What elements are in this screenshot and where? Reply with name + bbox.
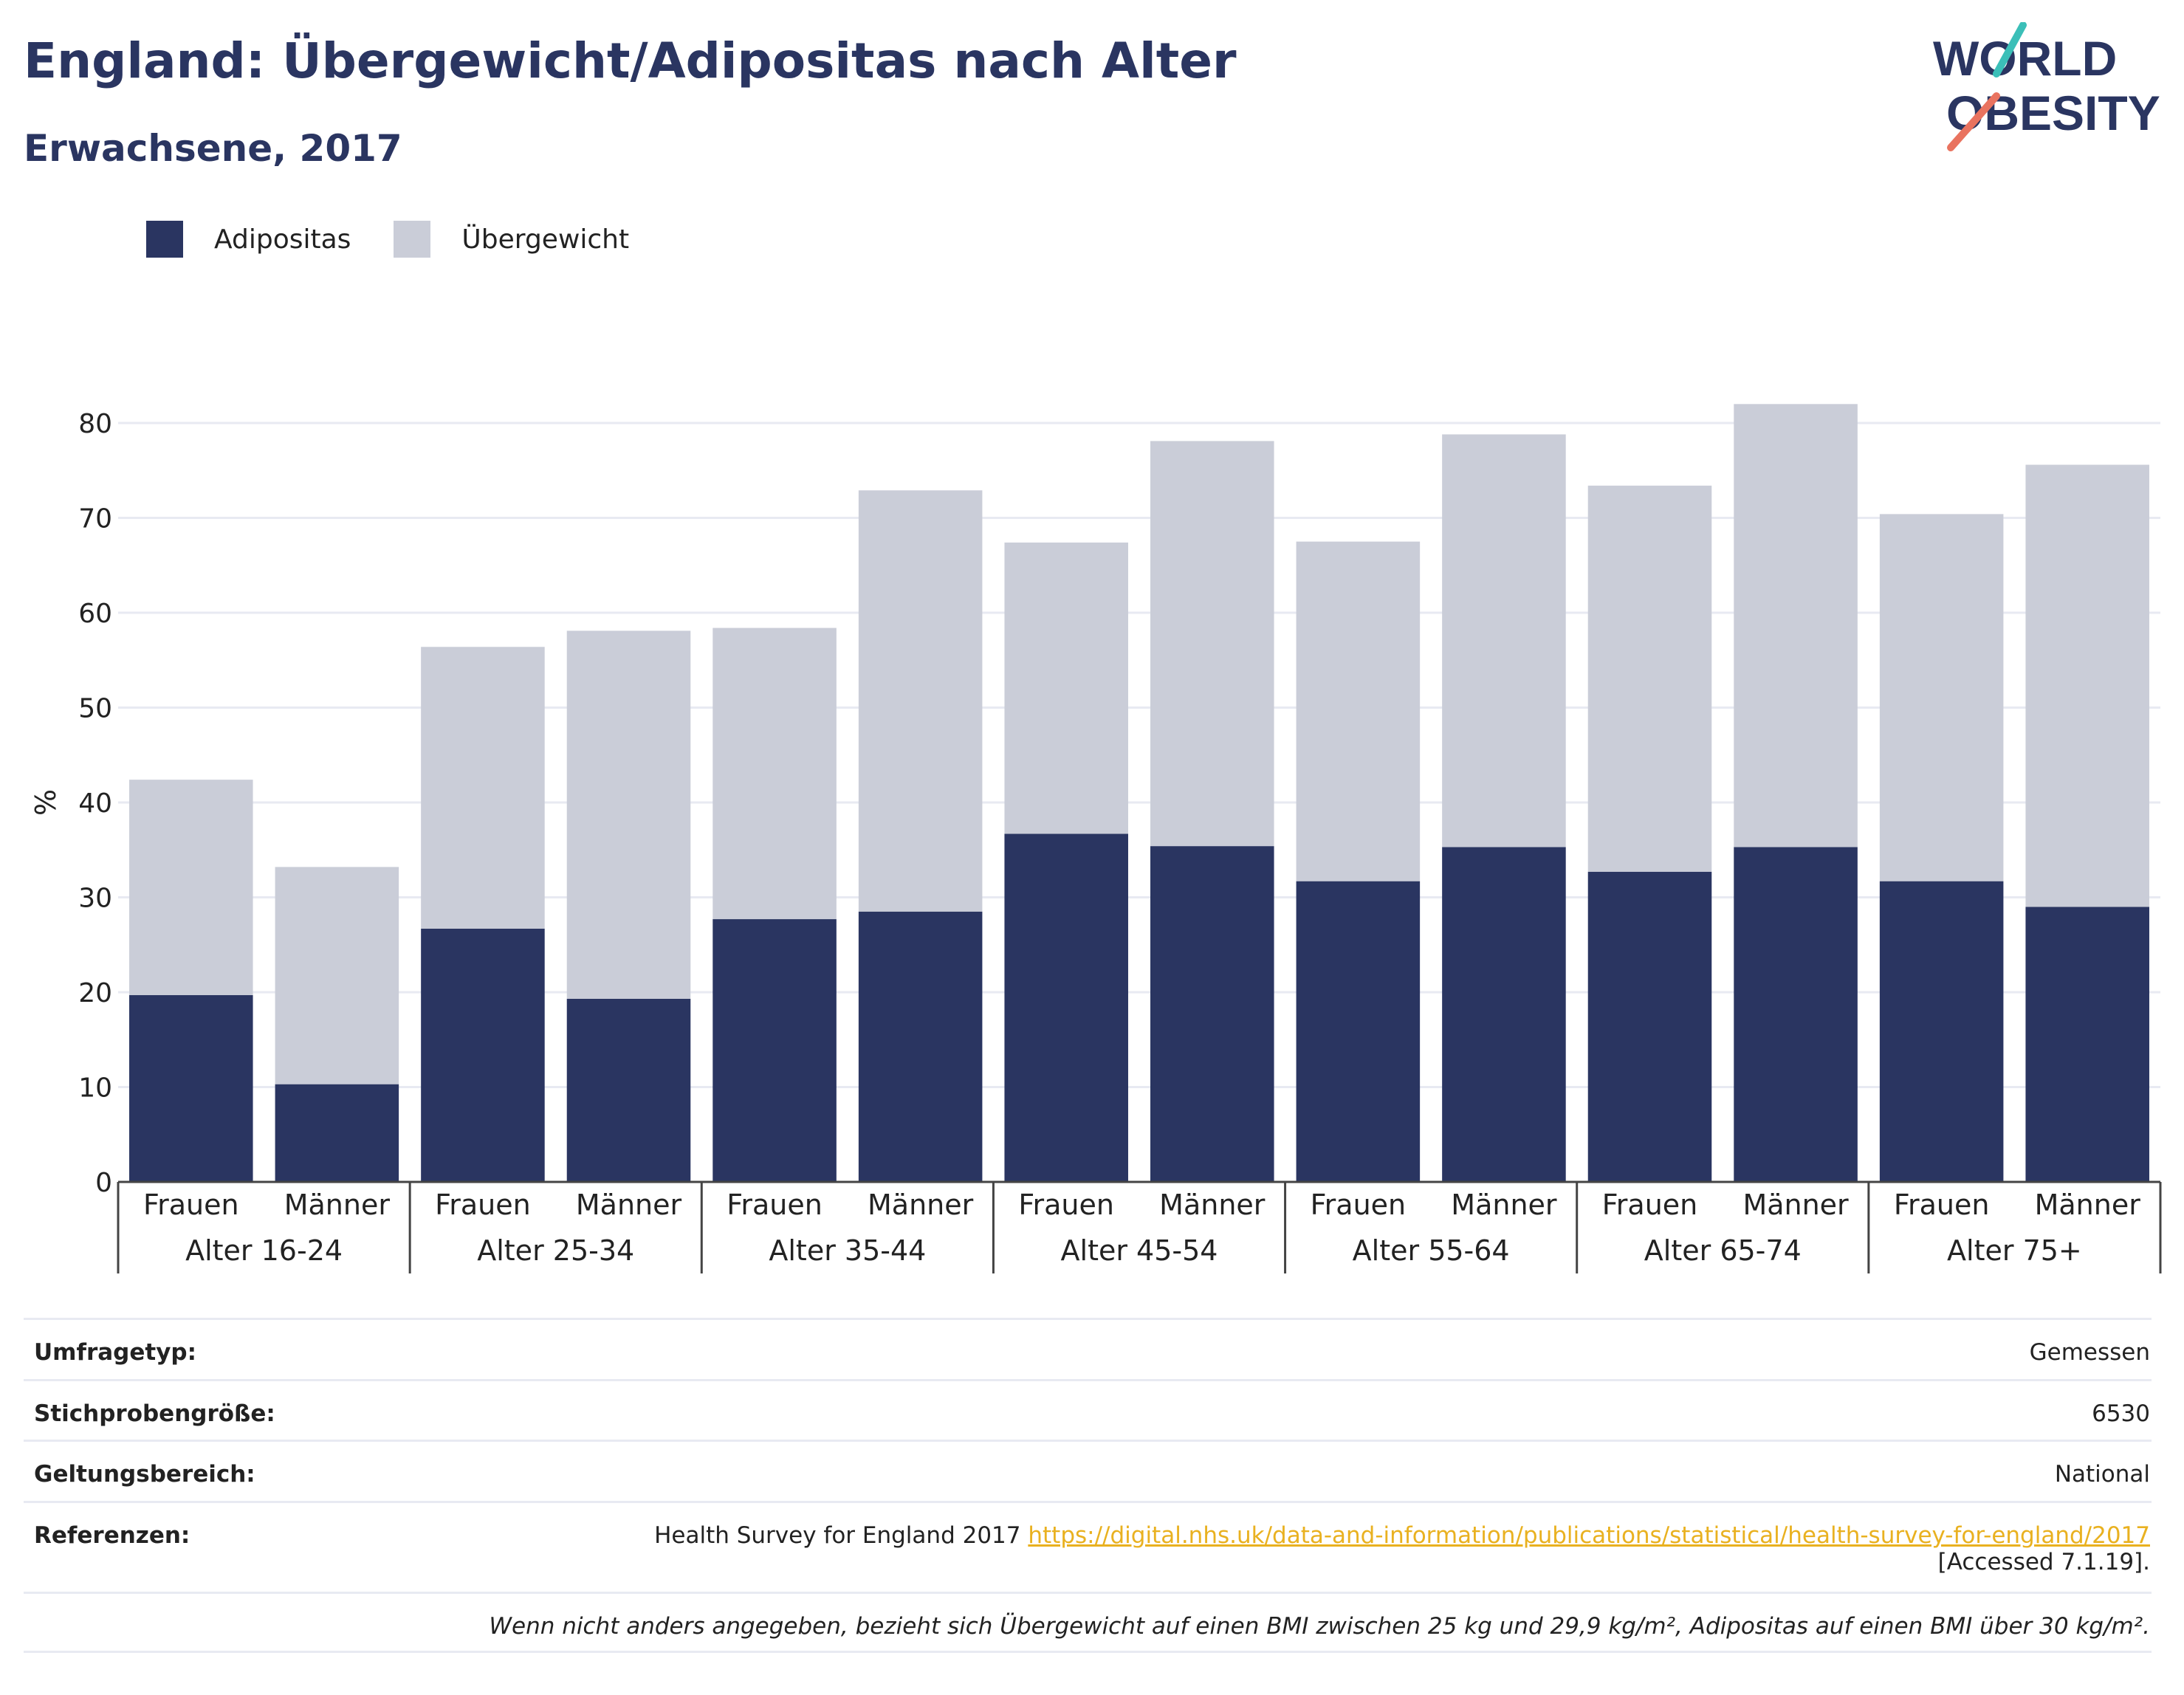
bar-adipositas bbox=[566, 998, 691, 1182]
bar-uebergewicht bbox=[2025, 464, 2149, 907]
bar-adipositas bbox=[712, 919, 837, 1182]
world-obesity-logo: WORLD OBESITY bbox=[1933, 22, 2160, 151]
chart-legend: Adipositas Übergewicht bbox=[146, 220, 672, 258]
bar-adipositas bbox=[129, 994, 253, 1182]
x-tick-label: Männer bbox=[2035, 1189, 2141, 1221]
logo-text-world: WORLD bbox=[1933, 31, 2117, 86]
bar-adipositas bbox=[275, 1084, 399, 1182]
sample-size-value: 6530 bbox=[2092, 1400, 2150, 1427]
x-tick-label: Frauen bbox=[1602, 1189, 1698, 1221]
bar-uebergewicht bbox=[1004, 542, 1128, 834]
bar-adipositas bbox=[1587, 871, 1712, 1182]
x-tick-label: Männer bbox=[284, 1189, 391, 1221]
legend-swatch-uebergewicht bbox=[394, 221, 431, 258]
y-axis-label: % bbox=[30, 789, 62, 816]
references-label: Referenzen: bbox=[34, 1522, 190, 1549]
bar-adipositas bbox=[1734, 847, 1858, 1182]
x-tick-label: Frauen bbox=[1018, 1189, 1114, 1221]
stacked-bar-chart: 0 10 20 30 40 50 60 70 80% Frauen Männer Frauen Männ… bbox=[30, 404, 2162, 1273]
x-tick-label: Männer bbox=[1742, 1189, 1849, 1221]
references-text: Health Survey for England 2017 bbox=[654, 1522, 1021, 1549]
group-label: Alter 75+ bbox=[1947, 1234, 2082, 1267]
meta-row-scope: Geltungsbereich: National bbox=[24, 1440, 2152, 1501]
footnote: Wenn nicht anders angegeben, bezieht sic… bbox=[489, 1613, 2150, 1640]
group-label: Alter 45-54 bbox=[1061, 1234, 1218, 1267]
y-tick-label: 80 bbox=[78, 409, 112, 439]
group-label: Alter 25-34 bbox=[477, 1234, 634, 1267]
x-tick-label: Frauen bbox=[1311, 1189, 1407, 1221]
legend-item-uebergewicht: Übergewicht bbox=[394, 221, 629, 258]
bar-adipositas bbox=[1296, 881, 1421, 1182]
bar-adipositas bbox=[1442, 847, 1566, 1182]
legend-label-uebergewicht: Übergewicht bbox=[461, 224, 630, 255]
bar-adipositas bbox=[1004, 833, 1128, 1182]
group-label: Alter 35-44 bbox=[769, 1234, 926, 1267]
x-tick-label: Frauen bbox=[1894, 1189, 1990, 1221]
bar-uebergewicht bbox=[566, 630, 691, 999]
meta-row-sample-size: Stichprobengröße: 6530 bbox=[24, 1379, 2152, 1440]
references-value: Health Survey for England 2017 https://d… bbox=[654, 1522, 2150, 1592]
logo-slash-teal bbox=[1993, 22, 2027, 78]
scope-value: National bbox=[2054, 1461, 2150, 1488]
bar-uebergewicht bbox=[275, 867, 399, 1084]
bar-uebergewicht bbox=[1442, 434, 1566, 848]
bar-adipositas bbox=[1879, 881, 2004, 1182]
scope-label: Geltungsbereich: bbox=[34, 1461, 255, 1488]
group-label: Alter 16-24 bbox=[185, 1234, 343, 1267]
bar-uebergewicht bbox=[858, 490, 983, 912]
bar-uebergewicht bbox=[1879, 514, 2004, 881]
meta-row-footnote: Wenn nicht anders angegeben, bezieht sic… bbox=[24, 1592, 2152, 1653]
bar-uebergewicht bbox=[1734, 404, 1858, 848]
y-tick-label: 50 bbox=[78, 694, 112, 724]
y-tick-label: 60 bbox=[78, 599, 112, 629]
group-label: Alter 55-64 bbox=[1353, 1234, 1510, 1267]
x-tick-label: Frauen bbox=[435, 1189, 531, 1221]
bar-adipositas bbox=[858, 911, 983, 1182]
bar-uebergewicht bbox=[421, 647, 545, 929]
references-accessed: [Accessed 7.1.19]. bbox=[1937, 1549, 2150, 1575]
logo-slash-coral bbox=[1947, 92, 2000, 151]
bars bbox=[129, 404, 2149, 1182]
y-tick-label: 0 bbox=[95, 1168, 112, 1198]
bar-adipositas bbox=[421, 928, 545, 1182]
bar-uebergewicht bbox=[1150, 441, 1274, 847]
y-tick-label: 10 bbox=[78, 1073, 112, 1104]
bar-adipositas bbox=[1150, 846, 1274, 1182]
survey-type-value: Gemessen bbox=[2029, 1339, 2150, 1366]
meta-row-survey-type: Umfragetyp: Gemessen bbox=[24, 1318, 2152, 1379]
y-tick-label: 20 bbox=[78, 978, 112, 1008]
y-tick-label: 30 bbox=[78, 884, 112, 914]
meta-row-references: Referenzen: Health Survey for England 20… bbox=[24, 1501, 2152, 1592]
survey-type-label: Umfragetyp: bbox=[34, 1339, 196, 1366]
x-tick-label: Männer bbox=[868, 1189, 974, 1221]
y-tick-label: 40 bbox=[78, 788, 112, 819]
bar-adipositas bbox=[2025, 907, 2149, 1182]
x-tick-label: Männer bbox=[576, 1189, 682, 1221]
x-tick-label: Frauen bbox=[727, 1189, 823, 1221]
sample-size-label: Stichprobengröße: bbox=[34, 1400, 275, 1427]
x-tick-label: Frauen bbox=[143, 1189, 239, 1221]
metadata-table: Umfragetyp: Gemessen Stichprobengröße: 6… bbox=[24, 1318, 2152, 1653]
legend-swatch-adipositas bbox=[146, 221, 183, 258]
references-link[interactable]: https://digital.nhs.uk/data-and-informat… bbox=[1028, 1522, 2150, 1549]
x-tick-label: Männer bbox=[1451, 1189, 1557, 1221]
group-label: Alter 65-74 bbox=[1644, 1234, 1802, 1267]
bar-uebergewicht bbox=[1296, 541, 1421, 881]
bar-uebergewicht bbox=[129, 780, 253, 995]
chart-title: England: Übergewicht/Adipositas nach Alt… bbox=[24, 32, 1237, 89]
y-tick-label: 70 bbox=[78, 504, 112, 534]
x-tick-label: Männer bbox=[1159, 1189, 1266, 1221]
chart-subtitle: Erwachsene, 2017 bbox=[24, 127, 402, 170]
legend-label-adipositas: Adipositas bbox=[214, 224, 351, 255]
bar-uebergewicht bbox=[712, 628, 837, 920]
legend-item-adipositas: Adipositas bbox=[146, 221, 351, 258]
axes: 0 10 20 30 40 50 60 70 80% Frauen Männer Frauen Männ… bbox=[30, 409, 2162, 1273]
bar-uebergewicht bbox=[1587, 485, 1712, 872]
